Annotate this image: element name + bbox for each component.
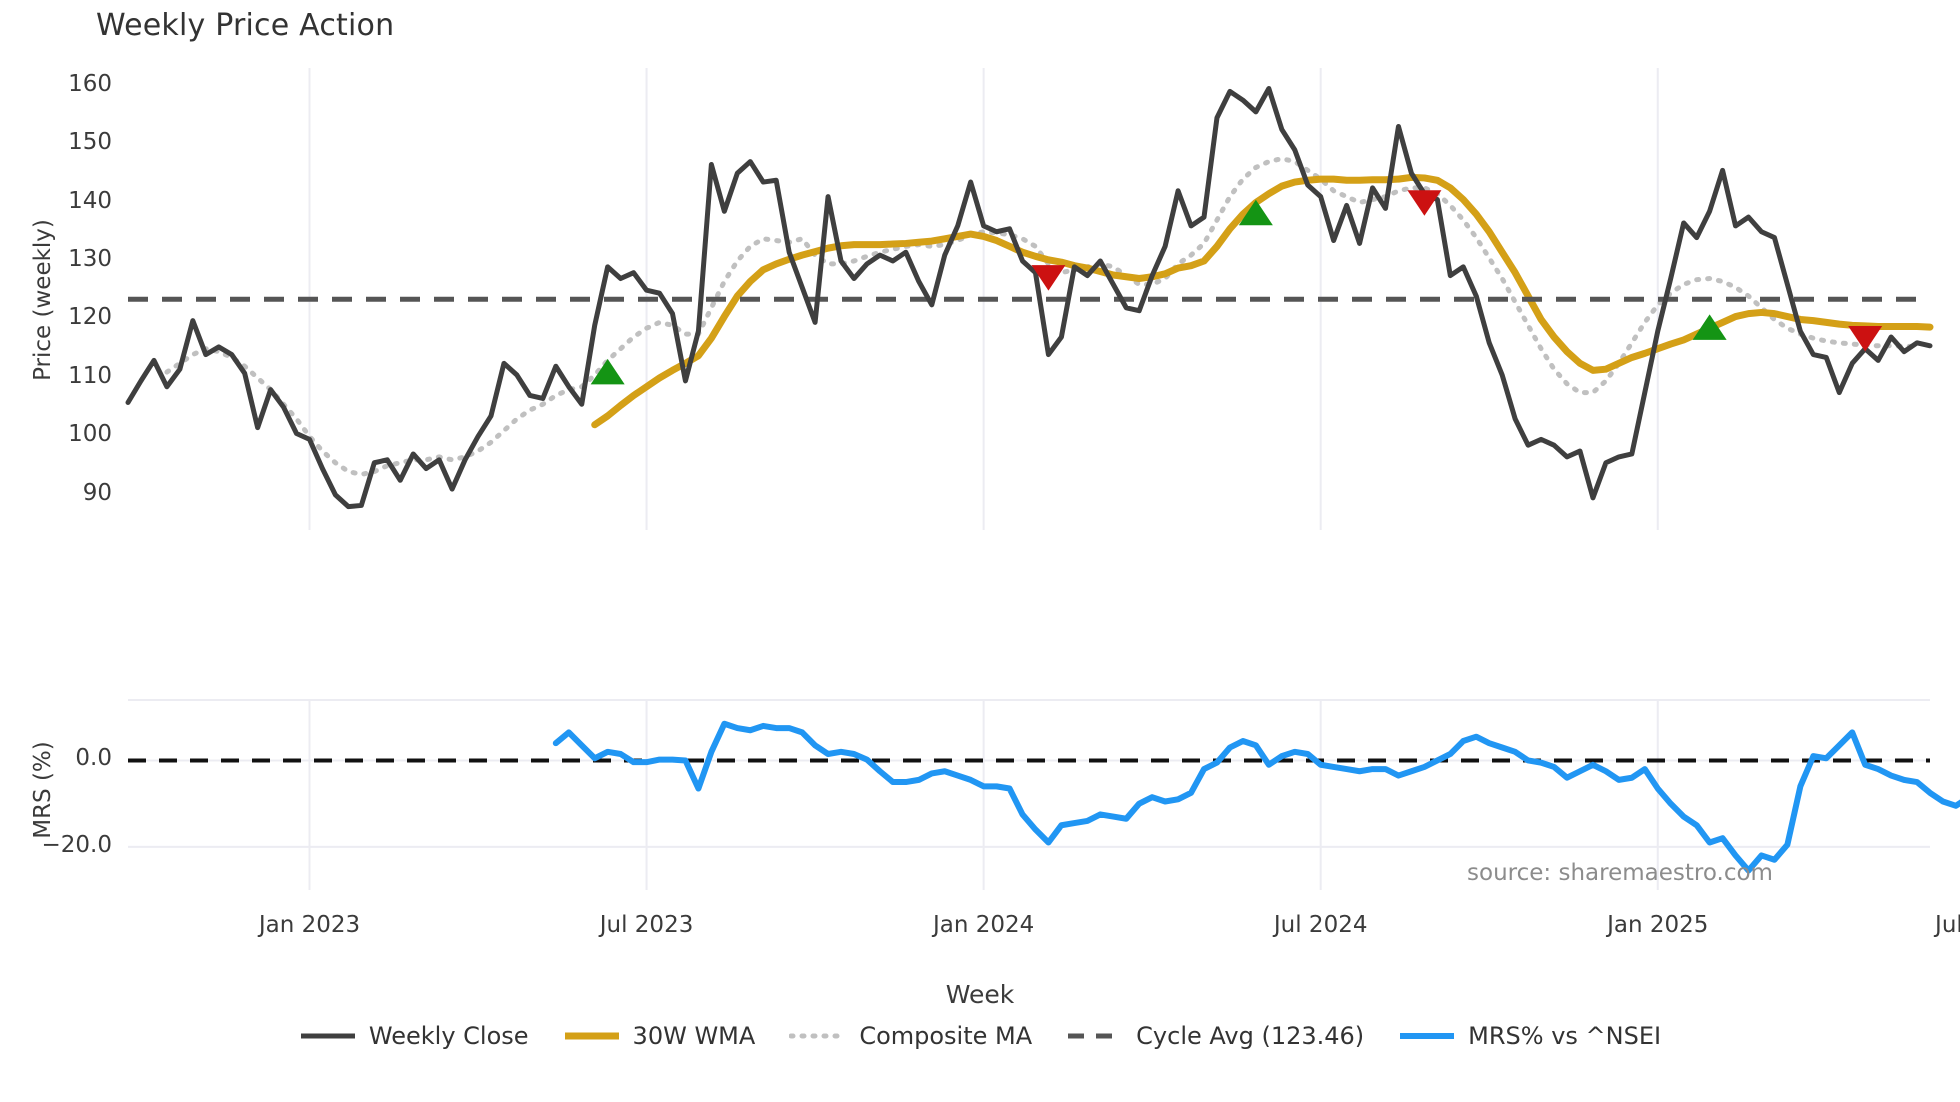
legend-item[interactable]: Cycle Avg (123.46) <box>1066 1022 1364 1050</box>
mrs-line <box>552 720 1960 874</box>
price-y-tick: 110 <box>68 362 112 389</box>
price-y-tick: 120 <box>68 304 112 331</box>
x-tick: Jul 2025 <box>1935 912 1960 938</box>
legend-label: Composite MA <box>859 1022 1033 1050</box>
buy-signal-marker <box>1692 314 1727 340</box>
x-tick: Jan 2024 <box>932 912 1035 938</box>
mrs-y-tick: 0.0 <box>75 745 112 772</box>
legend-item[interactable]: 30W WMA <box>563 1022 756 1050</box>
chart-title: Weekly Price Action <box>96 8 395 43</box>
price-y-tick: 160 <box>68 70 112 97</box>
weekly-close-line <box>125 85 1933 510</box>
x-tick: Jan 2023 <box>258 912 361 938</box>
mrs-y-tick: −20.0 <box>41 831 112 858</box>
price-y-tick: 90 <box>82 479 112 506</box>
legend-label: Weekly Close <box>368 1022 529 1050</box>
legend-item[interactable]: Composite MA <box>789 1022 1032 1050</box>
price-y-tick: 100 <box>68 421 112 448</box>
sell-signal-marker <box>1031 265 1066 291</box>
legend-label: 30W WMA <box>632 1022 756 1050</box>
sell-signal-marker <box>1407 190 1442 216</box>
x-axis-label: Week <box>945 980 1015 1009</box>
sell-signal-marker <box>1848 325 1883 352</box>
legend-swatch-solid <box>1400 1033 1455 1039</box>
legend-swatch-dashed <box>1068 1033 1123 1039</box>
source-note: source: sharemaestro.com <box>1467 860 1773 886</box>
legend-label: MRS% vs ^NSEI <box>1468 1022 1662 1050</box>
legend-swatch-solid <box>300 1033 355 1039</box>
buy-signal-marker <box>590 358 625 385</box>
x-tick: Jan 2025 <box>1607 912 1709 938</box>
x-tick: Jul 2023 <box>599 912 694 938</box>
legend-item[interactable]: Weekly Close <box>299 1022 529 1050</box>
price-axis-label: Price (weekly) <box>30 219 56 381</box>
legend-swatch-solid <box>564 1032 619 1040</box>
legend-label: Cycle Avg (123.46) <box>1136 1022 1365 1050</box>
price-y-tick: 150 <box>68 129 112 156</box>
x-tick: Jul 2024 <box>1273 912 1368 938</box>
price-y-tick: 130 <box>68 245 112 272</box>
price-y-tick: 140 <box>68 187 112 214</box>
legend-item[interactable]: MRS% vs ^NSEI <box>1398 1022 1661 1050</box>
legend-swatch-dotted <box>789 1033 848 1039</box>
buy-signal-marker <box>1238 199 1273 226</box>
chart-legend: Weekly Close 30W WMA Composite MA Cycle Avg… <box>0 1022 1960 1050</box>
